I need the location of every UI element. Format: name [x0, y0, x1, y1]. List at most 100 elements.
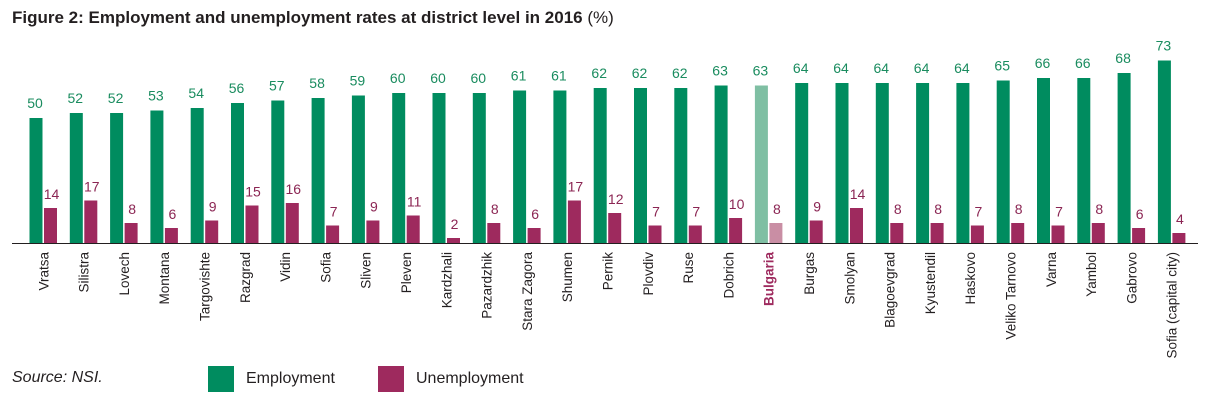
chart-title-unit: (%) — [587, 8, 614, 27]
unemployment-bar — [487, 223, 501, 243]
employment-data-label: 61 — [551, 68, 567, 84]
employment-bar — [916, 83, 930, 243]
unemployment-data-label: 8 — [491, 201, 499, 217]
x-tick-label: Sofia — [318, 252, 333, 283]
unemployment-bar — [84, 200, 98, 243]
x-tick-label: Vidin — [278, 252, 293, 282]
employment-data-label: 63 — [753, 63, 769, 79]
source-note: Source: NSI. — [12, 369, 103, 386]
unemployment-bar — [1051, 225, 1065, 243]
x-tick-label: Montana — [157, 252, 172, 305]
employment-bar — [271, 100, 285, 243]
employment-data-label: 57 — [269, 78, 285, 94]
unemployment-bar — [285, 203, 299, 243]
unemployment-bar — [970, 225, 984, 243]
x-tick-label: Bulgaria — [762, 252, 777, 307]
x-tick-label: Sofia (capital city) — [1165, 252, 1180, 359]
unemployment-data-label: 7 — [692, 204, 700, 220]
employment-bar — [996, 80, 1010, 243]
employment-data-label: 53 — [148, 88, 164, 104]
employment-bar — [392, 93, 406, 243]
legend-unemployment-label: Unemployment — [416, 370, 524, 387]
legend-unemployment: Unemployment — [378, 366, 524, 392]
unemployment-bar — [850, 208, 863, 243]
employment-bar — [714, 85, 728, 243]
employment-data-label: 64 — [793, 60, 809, 76]
x-tick-label: Ruse — [681, 252, 696, 284]
employment-data-label: 60 — [390, 70, 406, 86]
x-tick-label: Smolyan — [842, 252, 857, 305]
unemployment-bar — [890, 223, 904, 243]
unemployment-data-label: 4 — [1176, 211, 1184, 227]
unemployment-bar — [406, 215, 420, 243]
unemployment-bar — [809, 220, 823, 243]
legend-employment: Employment — [208, 366, 335, 392]
employment-data-label: 62 — [591, 65, 607, 81]
x-tick-label: Kardzhali — [439, 252, 454, 308]
unemployment-data-label: 2 — [451, 216, 459, 232]
employment-bar — [150, 110, 164, 243]
employment-bar — [1077, 78, 1091, 243]
chart-title: Figure 2: Employment and unemployment ra… — [12, 8, 614, 28]
unemployment-data-label: 7 — [330, 204, 338, 220]
x-tick-label: Pernik — [600, 252, 615, 291]
employment-bar — [110, 113, 124, 243]
x-tick-label: Pazardzhik — [480, 252, 495, 319]
x-tick-label: Pleven — [399, 252, 414, 293]
unemployment-data-label: 15 — [245, 184, 261, 200]
chart-title-text: Figure 2: Employment and unemployment ra… — [12, 8, 583, 27]
legend-employment-swatch — [208, 366, 234, 392]
x-tick-label: Lovech — [117, 252, 132, 296]
unemployment-data-label: 17 — [568, 179, 584, 195]
unemployment-data-label: 9 — [813, 199, 821, 215]
employment-bar — [1157, 60, 1171, 243]
x-tick-label: Veliko Tarnovo — [1003, 252, 1018, 340]
unemployment-data-label: 8 — [1015, 201, 1023, 217]
employment-bar — [69, 113, 83, 243]
employment-data-label: 60 — [471, 70, 487, 86]
unemployment-bar — [124, 223, 138, 243]
unemployment-data-label: 6 — [531, 206, 539, 222]
unemployment-data-label: 7 — [975, 204, 983, 220]
unemployment-data-label: 17 — [84, 179, 100, 195]
unemployment-bar — [608, 213, 622, 243]
unemployment-data-label: 8 — [1095, 201, 1103, 217]
employment-data-label: 59 — [350, 73, 366, 89]
employment-data-label: 62 — [632, 65, 648, 81]
employment-data-label: 64 — [954, 60, 970, 76]
x-tick-label: Gabrovo — [1124, 252, 1139, 304]
employment-data-label: 66 — [1075, 55, 1091, 71]
unemployment-data-label: 7 — [652, 204, 660, 220]
x-tick-label: Kyustendil — [923, 252, 938, 314]
x-tick-label: Targovishte — [197, 252, 212, 321]
employment-data-label: 65 — [994, 58, 1010, 74]
x-tick-label: Sliven — [359, 252, 374, 289]
unemployment-bar — [769, 223, 783, 243]
unemployment-data-label: 8 — [934, 201, 942, 217]
x-tick-label: Yambol — [1084, 252, 1099, 297]
employment-bar — [311, 98, 325, 243]
x-tick-label: Varna — [1044, 252, 1059, 288]
unemployment-data-label: 16 — [286, 181, 302, 197]
x-tick-label: Shumen — [560, 252, 575, 302]
employment-data-label: 64 — [833, 60, 849, 76]
employment-data-label: 63 — [712, 63, 728, 79]
unemployment-bar — [366, 220, 380, 243]
employment-bar — [190, 108, 204, 243]
employment-bar — [472, 93, 486, 243]
employment-data-label: 52 — [68, 90, 84, 106]
unemployment-data-label: 6 — [169, 206, 177, 222]
unemployment-bar — [245, 205, 259, 243]
employment-bar — [1117, 73, 1131, 243]
unemployment-data-label: 8 — [894, 201, 902, 217]
employment-data-label: 52 — [108, 90, 124, 106]
x-tick-label: Plovdiv — [641, 252, 656, 296]
employment-data-label: 58 — [309, 75, 325, 91]
employment-data-label: 61 — [511, 68, 527, 84]
employment-bar — [634, 88, 647, 243]
unemployment-data-label: 8 — [128, 201, 136, 217]
x-tick-label: Burgas — [802, 252, 817, 295]
unemployment-data-label: 14 — [44, 186, 60, 202]
employment-bar — [351, 95, 365, 243]
employment-data-label: 73 — [1156, 38, 1172, 54]
